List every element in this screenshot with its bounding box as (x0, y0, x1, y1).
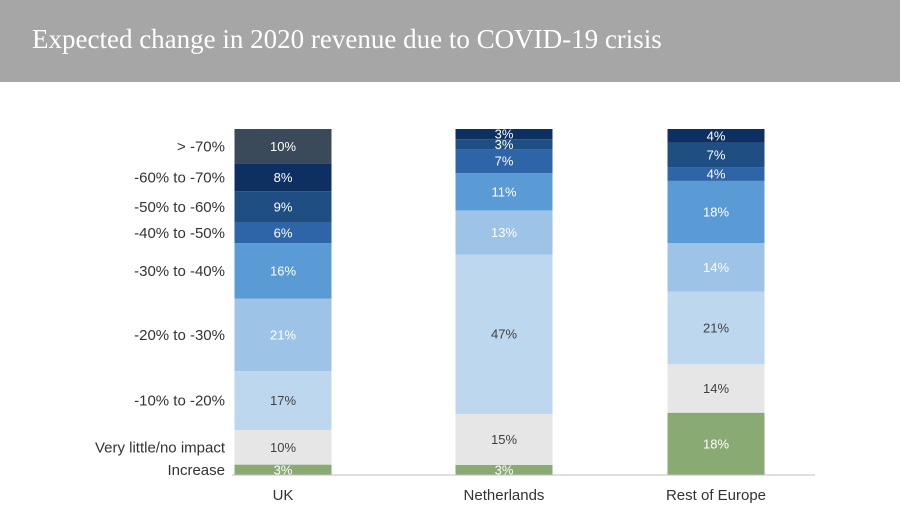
category-label-uk: UK (273, 487, 294, 504)
data-label-rest-of-europe-40-to-50: 4% (707, 166, 726, 181)
bar-netherlands-50-to-60 (455, 139, 553, 150)
data-label-netherlands-30-to-40: 11% (491, 184, 516, 199)
bar-rest-of-europe-increase (667, 412, 765, 475)
segment-label-60-to-70: -60% to -70% (134, 169, 225, 186)
bar-rest-of-europe-very-little-no-impact (667, 364, 765, 413)
category-label-netherlands: Netherlands (464, 487, 545, 504)
category-labels-group: UK Netherlands Rest of Europe (273, 487, 766, 504)
data-label-uk-70: 10% (270, 139, 296, 154)
bar-rest-of-europe-30-to-40 (667, 180, 765, 244)
data-label-netherlands-increase: 3% (495, 462, 514, 477)
data-label-rest-of-europe-50-to-60: 7% (707, 147, 726, 162)
segment-label-40-to-50: -40% to -50% (134, 225, 225, 242)
segment-label-70: > -70% (177, 138, 225, 155)
bar-netherlands-10-to-20 (455, 254, 553, 414)
data-label-rest-of-europe-increase: 18% (703, 436, 729, 451)
data-label-uk-40-to-50: 6% (274, 225, 293, 240)
category-label-rest-of-europe: Rest of Europe (666, 487, 766, 504)
data-label-netherlands-very-little-no-impact: 15% (491, 432, 517, 447)
bar-netherlands-increase (455, 464, 553, 475)
bar-uk-40-to-50 (234, 222, 332, 244)
data-label-rest-of-europe-very-little-no-impact: 14% (703, 381, 729, 396)
bar-uk-70 (234, 129, 332, 164)
segment-label-10-to-20: -10% to -20% (134, 393, 225, 410)
bars-group (234, 129, 765, 475)
data-label-netherlands-10-to-20: 47% (491, 327, 517, 342)
bar-uk-10-to-20 (234, 371, 332, 431)
data-label-netherlands-60-to-70: 3% (495, 127, 514, 142)
chart-title: Expected change in 2020 revenue due to C… (32, 24, 662, 54)
bar-netherlands-20-to-30 (455, 210, 553, 255)
segment-legend-group: Increase Very little/no impact -10% to -20… (95, 138, 226, 479)
segment-label-50-to-60: -50% to -60% (134, 199, 225, 216)
data-label-rest-of-europe-30-to-40: 18% (703, 205, 729, 220)
data-label-netherlands-20-to-30: 13% (491, 225, 517, 240)
data-label-uk-10-to-20: 17% (270, 393, 296, 408)
segment-label-30-to-40: -30% to -40% (134, 263, 225, 280)
bar-uk-50-to-60 (234, 191, 332, 223)
bar-rest-of-europe-40-to-50 (667, 167, 765, 181)
bar-rest-of-europe-10-to-20 (667, 291, 765, 365)
data-label-uk-30-to-40: 16% (270, 263, 296, 278)
bar-netherlands-60-to-70 (455, 129, 553, 140)
data-label-netherlands-50-to-60: 3% (495, 137, 514, 152)
bar-rest-of-europe-20-to-30 (667, 243, 765, 292)
data-label-uk-60-to-70: 8% (274, 170, 293, 185)
data-label-uk-very-little-no-impact: 10% (270, 440, 296, 455)
data-label-uk-50-to-60: 9% (274, 199, 293, 214)
bar-uk-very-little-no-impact (234, 430, 332, 465)
segment-label-very-little-no-impact: Very little/no impact (95, 439, 226, 456)
segment-label-increase: Increase (167, 462, 225, 479)
bar-netherlands-very-little-no-impact (455, 413, 553, 465)
data-label-rest-of-europe-20-to-30: 14% (703, 260, 729, 275)
bar-netherlands-40-to-50 (455, 149, 553, 174)
data-label-netherlands-40-to-50: 7% (495, 154, 514, 169)
data-label-uk-increase: 3% (274, 462, 293, 477)
data-label-uk-20-to-30: 21% (270, 327, 296, 342)
segment-labels-group: 3% 10% 17% 21% 16% 6% 9% 8% 10% 3% 15% 47% 13% 11% 7% 3… (270, 127, 729, 478)
bar-uk-30-to-40 (234, 243, 332, 299)
segment-label-20-to-30: -20% to -30% (134, 327, 225, 344)
data-label-rest-of-europe-60-to-70: 4% (707, 128, 726, 143)
bar-uk-60-to-70 (234, 163, 332, 192)
data-label-rest-of-europe-10-to-20: 21% (703, 320, 729, 335)
bar-netherlands-30-to-40 (455, 173, 553, 211)
bar-uk-increase (234, 464, 332, 475)
bar-rest-of-europe-50-to-60 (667, 142, 765, 168)
bar-rest-of-europe-60-to-70 (667, 129, 765, 143)
bar-uk-20-to-30 (234, 298, 332, 372)
title-banner: Expected change in 2020 revenue due to C… (0, 0, 900, 82)
